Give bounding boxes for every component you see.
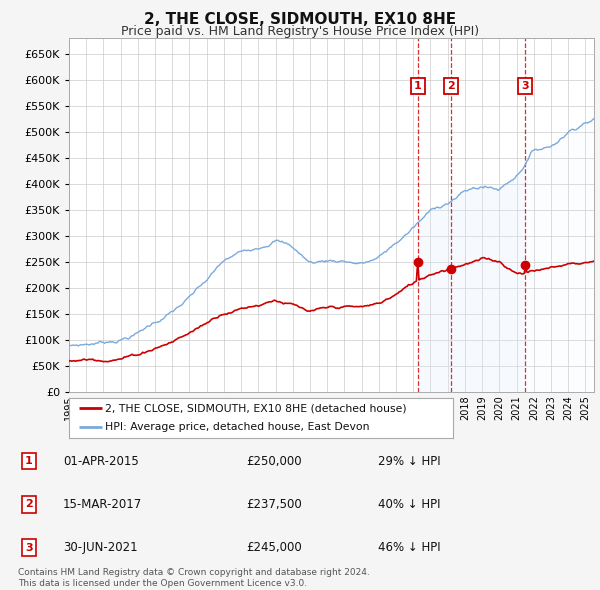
Text: HPI: Average price, detached house, East Devon: HPI: Average price, detached house, East… bbox=[106, 422, 370, 432]
Text: Contains HM Land Registry data © Crown copyright and database right 2024.
This d: Contains HM Land Registry data © Crown c… bbox=[18, 568, 370, 588]
Text: £245,000: £245,000 bbox=[246, 541, 302, 554]
Text: £250,000: £250,000 bbox=[246, 455, 302, 468]
Text: Price paid vs. HM Land Registry's House Price Index (HPI): Price paid vs. HM Land Registry's House … bbox=[121, 25, 479, 38]
Text: 1: 1 bbox=[413, 81, 421, 91]
Text: 2, THE CLOSE, SIDMOUTH, EX10 8HE (detached house): 2, THE CLOSE, SIDMOUTH, EX10 8HE (detach… bbox=[106, 404, 407, 414]
Text: 2, THE CLOSE, SIDMOUTH, EX10 8HE: 2, THE CLOSE, SIDMOUTH, EX10 8HE bbox=[144, 12, 456, 27]
Text: 29% ↓ HPI: 29% ↓ HPI bbox=[378, 455, 440, 468]
Text: 01-APR-2015: 01-APR-2015 bbox=[63, 455, 139, 468]
Text: 2: 2 bbox=[447, 81, 455, 91]
Text: £237,500: £237,500 bbox=[246, 498, 302, 511]
Text: 46% ↓ HPI: 46% ↓ HPI bbox=[378, 541, 440, 554]
Text: 3: 3 bbox=[25, 543, 32, 552]
Text: 1: 1 bbox=[25, 457, 32, 466]
Text: 15-MAR-2017: 15-MAR-2017 bbox=[63, 498, 142, 511]
Text: 2: 2 bbox=[25, 500, 32, 509]
Text: 30-JUN-2021: 30-JUN-2021 bbox=[63, 541, 137, 554]
Text: 3: 3 bbox=[521, 81, 529, 91]
Text: 40% ↓ HPI: 40% ↓ HPI bbox=[378, 498, 440, 511]
